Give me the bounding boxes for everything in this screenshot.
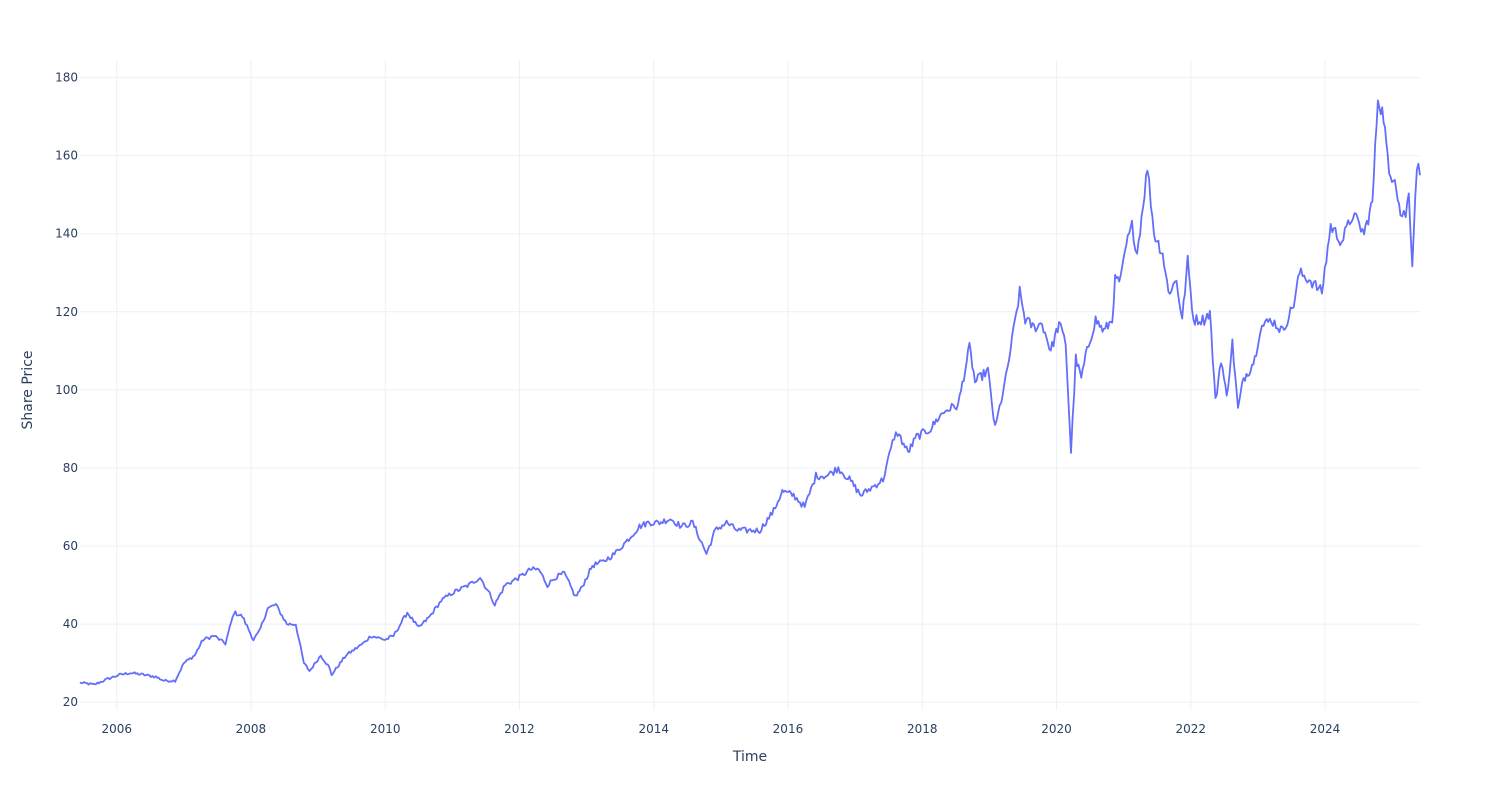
x-tick-label: 2008 — [236, 722, 267, 736]
x-tick-label: 2024 — [1310, 722, 1341, 736]
y-tick-label: 100 — [55, 383, 78, 397]
x-tick-label: 2016 — [773, 722, 804, 736]
x-tick-label: 2018 — [907, 722, 938, 736]
y-tick-label: 180 — [55, 71, 78, 85]
x-tick-label: 2022 — [1176, 722, 1207, 736]
y-tick-label: 140 — [55, 227, 78, 241]
y-tick-label: 120 — [55, 305, 78, 319]
y-tick-label: 160 — [55, 149, 78, 163]
y-axis-title: Share Price — [20, 350, 36, 429]
share-price-line — [79, 99, 1421, 686]
x-tick-label: 2014 — [639, 722, 670, 736]
x-tick-label: 2012 — [504, 722, 535, 736]
x-tick-label: 2006 — [101, 722, 132, 736]
y-tick-label: 20 — [63, 695, 78, 709]
grid — [80, 60, 1420, 710]
x-tick-label: 2010 — [370, 722, 401, 736]
y-tick-label: 40 — [63, 617, 78, 631]
x-tick-label: 2020 — [1041, 722, 1072, 736]
y-axis-ticks: 20 40 60 80 100 120 140 160 180 — [55, 71, 78, 710]
x-axis-ticks: 2006 2008 2010 2012 2014 2016 2018 2020 2022 2024 — [101, 722, 1340, 736]
y-tick-label: 80 — [63, 461, 78, 475]
y-tick-label: 60 — [63, 539, 78, 553]
x-axis-title: Time — [732, 749, 767, 765]
